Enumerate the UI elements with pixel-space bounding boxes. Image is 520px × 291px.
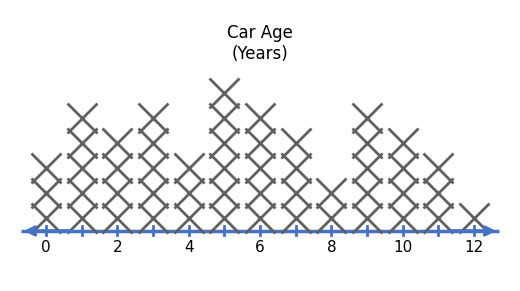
Text: 10: 10: [393, 240, 412, 255]
Text: 2: 2: [112, 240, 122, 255]
Text: 12: 12: [464, 240, 484, 255]
Text: 0: 0: [41, 240, 51, 255]
Text: 6: 6: [255, 240, 265, 255]
Text: 8: 8: [327, 240, 336, 255]
Text: 4: 4: [184, 240, 193, 255]
Text: Car Age
(Years): Car Age (Years): [227, 24, 293, 63]
